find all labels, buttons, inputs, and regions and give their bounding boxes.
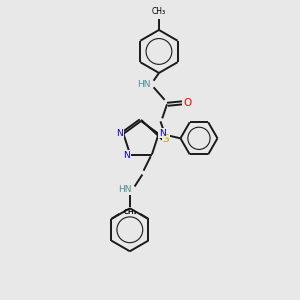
- Text: HN: HN: [137, 80, 151, 89]
- Text: CH₃: CH₃: [123, 209, 136, 215]
- Text: N: N: [159, 129, 166, 138]
- Text: HN: HN: [118, 185, 131, 194]
- Text: CH₃: CH₃: [123, 209, 136, 215]
- Text: S: S: [163, 134, 169, 144]
- Text: N: N: [116, 129, 123, 138]
- Text: O: O: [183, 98, 191, 108]
- Text: CH₃: CH₃: [152, 7, 166, 16]
- Text: N: N: [123, 151, 130, 160]
